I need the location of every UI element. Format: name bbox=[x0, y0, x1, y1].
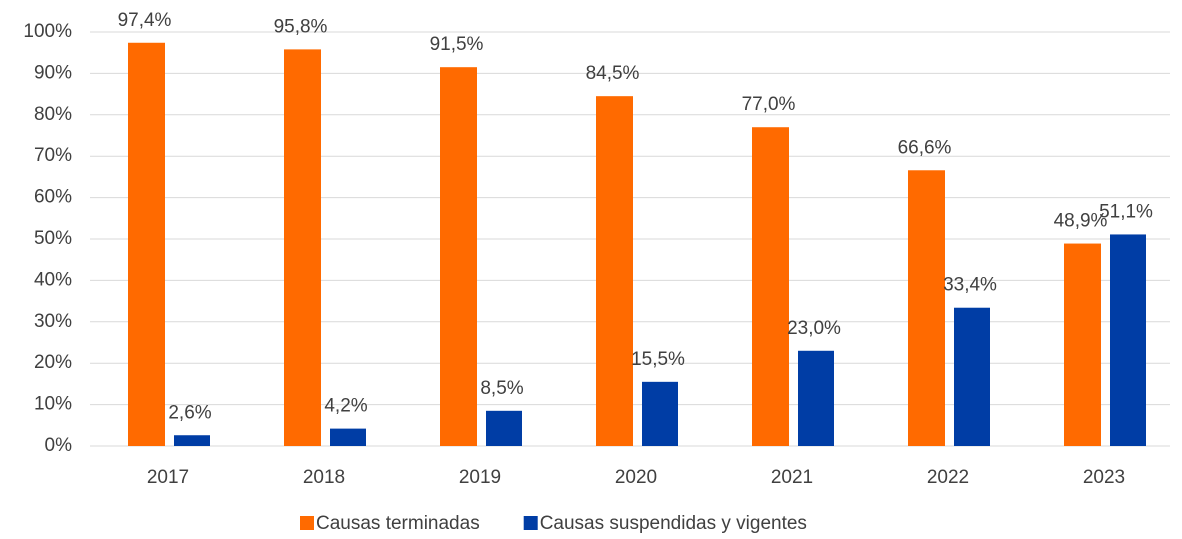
x-tick-label: 2021 bbox=[771, 467, 813, 488]
bar bbox=[752, 127, 789, 446]
y-tick-label: 60% bbox=[34, 187, 72, 208]
data-label: 77,0% bbox=[742, 94, 796, 115]
legend-label: Causas suspendidas y vigentes bbox=[540, 513, 807, 534]
y-tick-label: 20% bbox=[34, 352, 72, 373]
y-tick-label: 0% bbox=[45, 435, 73, 456]
bar bbox=[1110, 234, 1146, 446]
x-tick-label: 2019 bbox=[459, 467, 501, 488]
bar bbox=[1064, 243, 1101, 446]
legend-swatch bbox=[523, 516, 538, 530]
x-tick-label: 2018 bbox=[303, 467, 345, 488]
bar bbox=[284, 49, 321, 446]
y-tick-label: 10% bbox=[34, 394, 72, 415]
bar bbox=[798, 350, 834, 446]
y-tick-label: 100% bbox=[23, 21, 72, 42]
bar bbox=[330, 428, 366, 446]
bar bbox=[486, 410, 522, 446]
bar bbox=[908, 170, 945, 446]
x-tick-label: 2023 bbox=[1083, 467, 1125, 488]
data-label: 84,5% bbox=[586, 63, 640, 84]
y-tick-label: 90% bbox=[34, 62, 72, 83]
data-label: 8,5% bbox=[480, 378, 523, 399]
data-label: 4,2% bbox=[324, 396, 367, 417]
data-label: 97,4% bbox=[118, 10, 172, 31]
data-label: 51,1% bbox=[1099, 201, 1153, 222]
bar bbox=[440, 67, 477, 446]
y-tick-label: 80% bbox=[34, 104, 72, 125]
y-tick-label: 50% bbox=[34, 228, 72, 249]
data-label: 95,8% bbox=[274, 16, 328, 37]
data-label: 66,6% bbox=[898, 137, 952, 158]
data-label: 91,5% bbox=[430, 34, 484, 55]
y-tick-label: 70% bbox=[34, 145, 72, 166]
bar bbox=[174, 435, 210, 446]
y-tick-label: 40% bbox=[34, 269, 72, 290]
x-tick-label: 2020 bbox=[615, 467, 657, 488]
bar bbox=[128, 42, 165, 446]
bar bbox=[596, 96, 633, 447]
y-tick-label: 30% bbox=[34, 311, 72, 332]
data-label: 48,9% bbox=[1054, 211, 1108, 232]
data-label: 15,5% bbox=[631, 349, 685, 370]
legend-swatch bbox=[300, 516, 314, 530]
x-tick-label: 2022 bbox=[927, 467, 969, 488]
legend-label: Causas terminadas bbox=[316, 513, 480, 534]
data-label: 33,4% bbox=[943, 275, 997, 296]
bar bbox=[954, 307, 990, 446]
data-label: 23,0% bbox=[787, 318, 841, 339]
data-label: 2,6% bbox=[168, 402, 211, 423]
x-tick-label: 2017 bbox=[147, 467, 189, 488]
bar bbox=[642, 381, 678, 446]
